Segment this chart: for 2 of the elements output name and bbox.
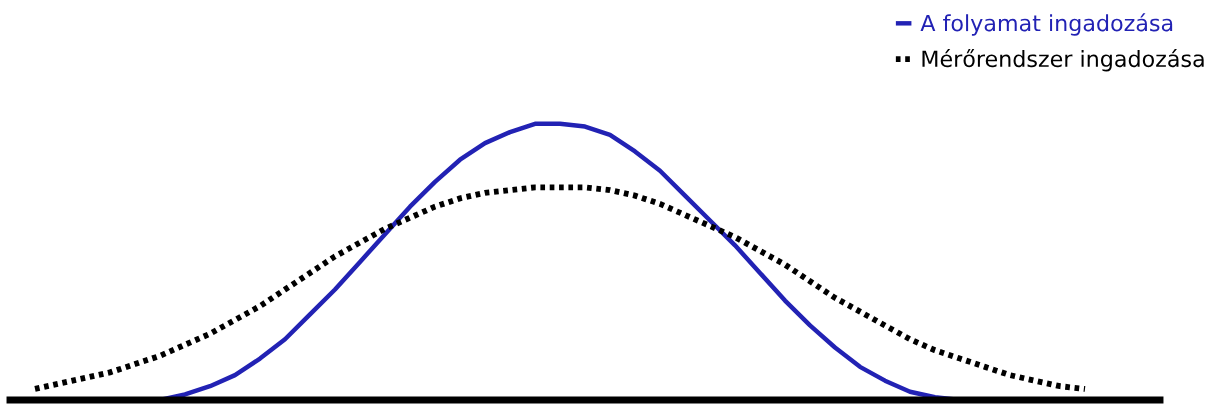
legend-label: A folyamat ingadozása — [920, 13, 1173, 36]
legend-label: Mérőrendszer ingadozása — [922, 49, 1204, 72]
